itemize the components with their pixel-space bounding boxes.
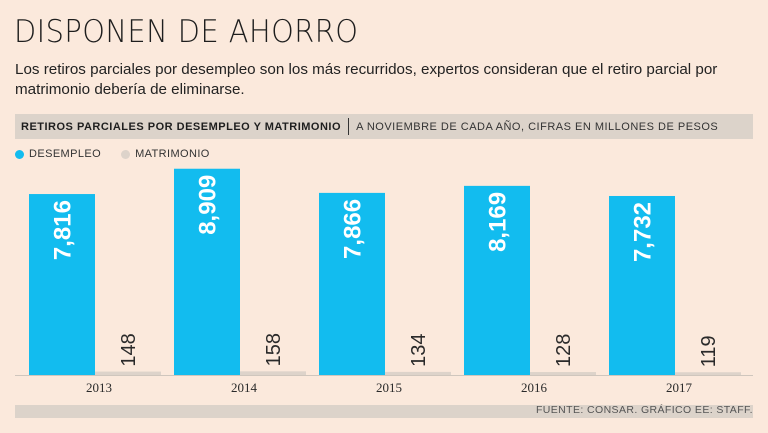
bar-matrimonio-2017	[675, 372, 741, 375]
chart-legend: DESEMPLEO MATRIMONIO	[15, 148, 230, 160]
bar-matrimonio-2015	[385, 371, 451, 375]
category-label-2013: 2013	[86, 380, 112, 395]
value-label-matrimonio-2016: 128	[553, 334, 575, 367]
value-label-desempleo-2016: 8,169	[485, 192, 512, 252]
bar-desempleo-2014	[174, 168, 240, 375]
footer-bar	[15, 405, 753, 418]
page-title: DISPONEN DE AHORRO	[14, 14, 359, 50]
legend-label-desempleo: DESEMPLEO	[29, 148, 102, 160]
value-label-matrimonio-2013: 148	[118, 333, 140, 366]
value-label-desempleo-2013: 7,816	[50, 200, 77, 260]
bar-matrimonio-2013	[95, 371, 161, 375]
value-label-desempleo-2015: 7,866	[340, 199, 367, 259]
value-label-matrimonio-2014: 158	[263, 333, 285, 366]
legend-item-matrimonio: MATRIMONIO	[121, 148, 210, 160]
value-label-desempleo-2014: 8,909	[195, 175, 222, 235]
legend-item-desempleo: DESEMPLEO	[15, 148, 101, 160]
category-label-2016: 2016	[521, 380, 548, 395]
page-subtitle: Los retiros parciales por desempleo son …	[15, 61, 718, 98]
bar-matrimonio-2014	[240, 371, 306, 375]
bar-desempleo-2016	[464, 185, 530, 375]
legend-swatch-matrimonio	[121, 149, 131, 159]
value-label-desempleo-2017: 7,732	[630, 202, 657, 262]
bar-desempleo-2013	[29, 194, 95, 375]
legend-swatch-desempleo	[15, 149, 24, 159]
chart-header-title: RETIROS PARCIALES POR DESEMPLEO Y MATRIM…	[21, 120, 342, 133]
value-label-matrimonio-2015: 134	[408, 334, 430, 367]
category-label-2015: 2015	[376, 380, 402, 395]
chart-header-subtitle: A NOVIEMBRE DE CADA AÑO, CIFRAS EN MILLO…	[356, 120, 719, 133]
bar-desempleo-2015	[319, 192, 385, 375]
source-note: FUENTE: CONSAR. GRÁFICO EE: STAFF.	[535, 404, 753, 416]
value-label-matrimonio-2017: 119	[698, 335, 720, 367]
category-label-2017: 2017	[666, 380, 693, 395]
legend-label-matrimonio: MATRIMONIO	[135, 148, 210, 160]
chart-header: RETIROS PARCIALES POR DESEMPLEO Y MATRIM…	[15, 114, 753, 139]
bar-desempleo-2017	[609, 195, 675, 375]
bar-matrimonio-2016	[530, 372, 596, 375]
category-label-2014: 2014	[231, 380, 258, 395]
chart-header-divider	[348, 118, 350, 135]
baseline	[15, 375, 753, 376]
